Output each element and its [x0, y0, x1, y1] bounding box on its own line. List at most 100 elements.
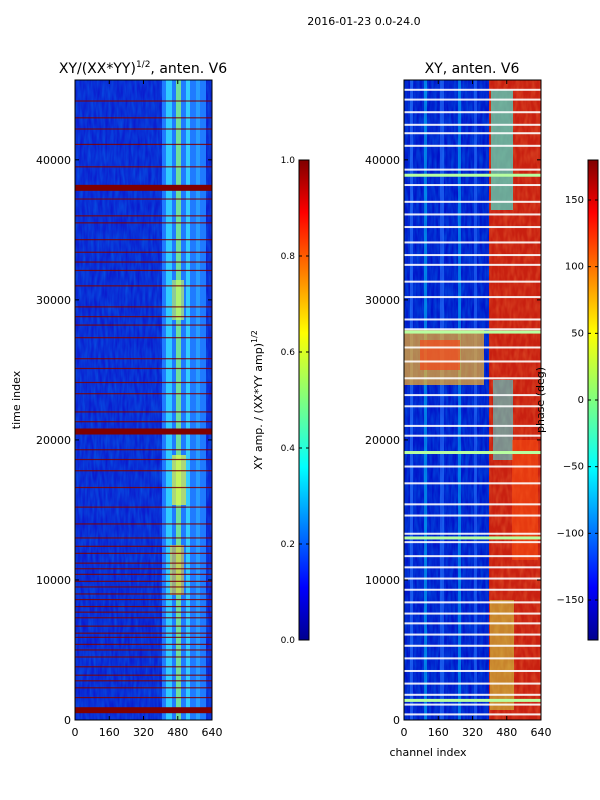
panel1-flag-row-thin: [75, 617, 212, 619]
panel1-flag-row-thin: [75, 324, 212, 326]
panel1-flag-row-thin: [75, 666, 212, 668]
panel2-white-row: [404, 566, 541, 569]
panel2-white-row: [404, 184, 541, 187]
colorbar1-scale: [298, 159, 310, 641]
panel2-white-row: [404, 360, 541, 363]
panel1-flag-row-thin: [75, 411, 212, 413]
panel1-xtick-label: 0: [72, 726, 79, 739]
colorbar2-tick-label: −100: [557, 528, 584, 539]
panel1-flag-row-thin: [75, 306, 212, 308]
panel1-flag-row-thin: [75, 215, 212, 217]
panel1-flag-row-thin: [75, 261, 212, 263]
panel1-flag-row-thin: [75, 421, 212, 423]
panel1-flag-row-thin: [75, 269, 212, 272]
colorbar2-label: phase (deg): [534, 367, 547, 433]
panel1-flag-row-thin: [75, 239, 212, 241]
panel2-white-row: [404, 644, 541, 647]
panel1-band-stripe-4: [196, 80, 200, 720]
panel1-flag-row-thin: [75, 337, 212, 339]
panel2-green-row: [404, 536, 541, 540]
panel-phase: XY, anten. V6 0 160 320 480 640 0 10000 20000 30…: [365, 61, 599, 759]
panel2-xtick-label: 160: [428, 726, 449, 739]
panel2-stripe-5: [474, 80, 477, 720]
panel1-flag-row-thin: [75, 285, 212, 287]
panel2-white-row: [404, 555, 541, 558]
colorbar1-label: XY amp. / (XX*YY amp)1/2: [250, 330, 265, 470]
panel1-ytick-label: 0: [64, 714, 71, 727]
figure-title: 2016-01-23 0.0-24.0: [307, 15, 420, 28]
panel2-xtick-label: 640: [531, 726, 552, 739]
panel1-flag-row-thin: [75, 316, 212, 318]
panel2-white-row: [404, 263, 541, 266]
panel2-white-row: [404, 296, 541, 299]
panel1-flag-row-thin: [75, 625, 212, 627]
panel2-white-row: [404, 541, 541, 544]
panel2-white-row: [404, 241, 541, 244]
panel1-xtick-label: 160: [99, 726, 120, 739]
panel1-band-stripe-1: [166, 80, 172, 720]
panel1-flag-row-thin: [75, 449, 212, 451]
colorbar1-label-sup: 1/2: [250, 330, 259, 343]
panel2-ytick-label: 30000: [365, 294, 400, 307]
panel1-flag-row-thin: [75, 166, 212, 168]
colorbar1-label-main: XY amp. / (XX*YY amp): [252, 343, 265, 470]
panel2-white-row: [404, 144, 541, 147]
panel1-flag-row-thin: [75, 674, 212, 676]
panel1-title-main: XY/(XX*YY): [59, 61, 136, 77]
colorbar2-tick-label: −50: [563, 462, 584, 473]
panel1-flag-row-thin: [75, 545, 212, 547]
panel1-flag-row-thin: [75, 470, 212, 472]
panel1-title-sup: 1/2: [136, 60, 150, 70]
panel1-flag-row-thin: [75, 128, 212, 130]
panel1-flag-row-thin: [75, 552, 212, 554]
panel2-white-row: [404, 657, 541, 660]
panel1-flag-row-thin: [75, 636, 212, 638]
panel1-flag-row-thin: [75, 580, 212, 582]
panel2-warm-block-core: [420, 340, 460, 370]
panel2-stripe-3: [440, 80, 444, 720]
panel2-white-row: [404, 88, 541, 91]
panel1-flag-row-thin: [75, 367, 212, 370]
panel2-white-row: [404, 168, 541, 171]
panel1-band-hot-2: [172, 280, 184, 320]
panel1-flag-row-thin: [75, 687, 212, 689]
panel1-ytick-label: 20000: [36, 434, 71, 447]
colorbar1-tick-label: 0.4: [281, 444, 296, 454]
panel2-title: XY, anten. V6: [425, 61, 520, 77]
panel2-white-row: [404, 588, 541, 591]
colorbar1-tick-label: 0.6: [281, 348, 296, 358]
panel1-flag-row-thin: [75, 632, 212, 634]
panel2-axes: 0 160 320 480 640 0 10000 20000 30000 40000: [365, 80, 552, 739]
panel2-white-row: [404, 98, 541, 101]
colorbar2-tick-label: 50: [571, 328, 584, 339]
panel1-flag-row-thin: [75, 537, 212, 539]
colorbar2-tick-label: 0: [578, 395, 584, 406]
panel2-white-row: [404, 434, 541, 437]
colorbar-amplitude: 0.0 0.2 0.4 0.6 0.8 1.0 XY amp. / (XX*YY amp)…: [250, 156, 310, 646]
panel1-flag-row-thin: [75, 222, 212, 224]
panel2-flag-rows: [404, 88, 541, 716]
panel1-ytick-label: 30000: [36, 294, 71, 307]
panel1-band-stripe-3: [186, 80, 190, 720]
panel1-flag-row-thick: [75, 707, 212, 714]
panel1-flag-row-thin: [75, 568, 212, 570]
panel2-white-row: [404, 346, 541, 349]
panel1-flag-row-thin: [75, 198, 212, 200]
panel1-axes: 0 160 320 480 640 0 10000 20000 30000 40000: [36, 80, 223, 739]
panel2-white-row: [404, 633, 541, 636]
panel2-white-row: [404, 514, 541, 517]
panel1-xtick-label: 640: [202, 726, 223, 739]
panel2-xlabel: channel index: [389, 746, 467, 759]
panel2-white-row: [404, 622, 541, 625]
colorbar2-tick-label: −150: [557, 595, 584, 606]
panel1-flag-row-thin: [75, 100, 212, 102]
panel2-white-row: [404, 465, 541, 468]
panel1-flag-rows: [75, 100, 212, 714]
panel2-white-row: [404, 577, 541, 580]
panel2-white-row: [404, 280, 541, 283]
panel1-flag-row-thin: [75, 649, 212, 651]
panel2-white-row: [404, 111, 541, 114]
panel1-flag-row-thin: [75, 458, 212, 461]
colorbar1-tick-label: 0.2: [281, 540, 295, 550]
